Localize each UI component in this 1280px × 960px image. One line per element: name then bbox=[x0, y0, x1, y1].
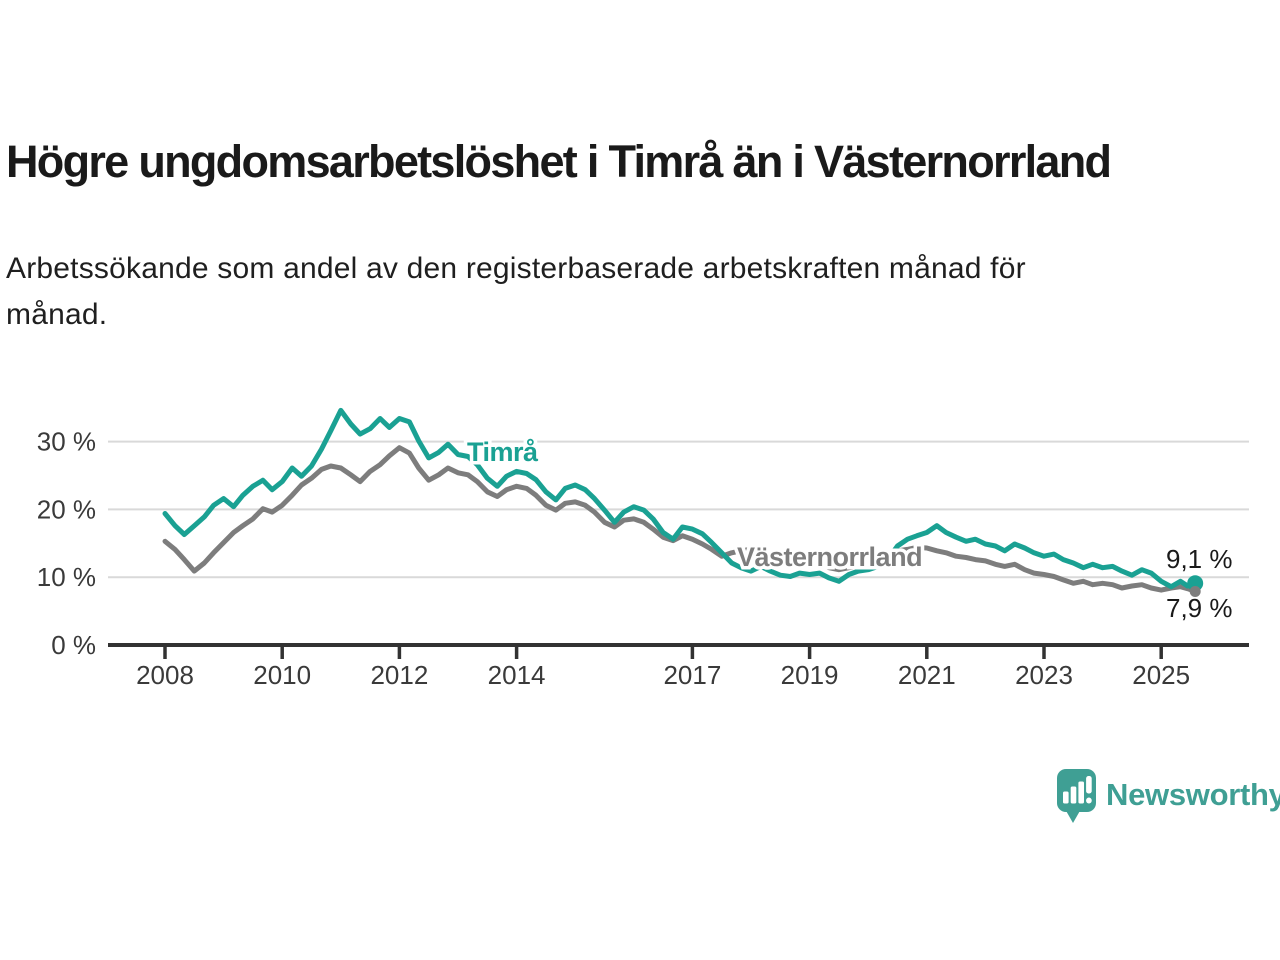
end-dot-västernorrland bbox=[1189, 585, 1201, 597]
newsworthy-wordmark: Newsworthy bbox=[1106, 777, 1280, 812]
x-tick-label-2025: 2025 bbox=[1132, 660, 1190, 690]
x-tick-label-2014: 2014 bbox=[488, 660, 546, 690]
end-value-label-västernorrland: 7,9 % bbox=[1166, 593, 1233, 623]
chart-subtitle: Arbetssökande som andel av den registerb… bbox=[6, 246, 1226, 338]
newsworthy-logo-icon bbox=[1057, 769, 1096, 823]
x-tick-label-2010: 2010 bbox=[253, 660, 311, 690]
series-line-västernorrland bbox=[162, 445, 1198, 594]
x-tick-label-2023: 2023 bbox=[1015, 660, 1073, 690]
chart-title: Högre ungdomsarbetslöshet i Timrå än i V… bbox=[6, 136, 1112, 187]
y-tick-label-20: 20 % bbox=[37, 494, 96, 524]
chart-subtitle-line1: Arbetssökande som andel av den registerb… bbox=[6, 252, 1026, 285]
y-tick-label-0: 0 % bbox=[51, 630, 96, 660]
y-tick-label-30: 30 % bbox=[37, 427, 96, 457]
end-value-label-timrå: 9,1 % bbox=[1166, 544, 1233, 574]
y-tick-label-10: 10 % bbox=[37, 562, 96, 592]
x-tick-label-2008: 2008 bbox=[136, 660, 194, 690]
end-dot-timrå bbox=[1187, 575, 1204, 592]
x-tick-label-2021: 2021 bbox=[898, 660, 956, 690]
series-label-timrå: Timrå bbox=[467, 437, 539, 467]
newsworthy-logo: Newsworthy bbox=[1056, 768, 1280, 826]
series-line-timrå bbox=[162, 407, 1198, 590]
chart-subtitle-line2: månad. bbox=[6, 298, 108, 331]
x-tick-label-2012: 2012 bbox=[370, 660, 428, 690]
x-tick-label-2017: 2017 bbox=[663, 660, 721, 690]
x-tick-label-2019: 2019 bbox=[781, 660, 839, 690]
series-label-västernorrland: Västernorrland bbox=[737, 542, 922, 572]
